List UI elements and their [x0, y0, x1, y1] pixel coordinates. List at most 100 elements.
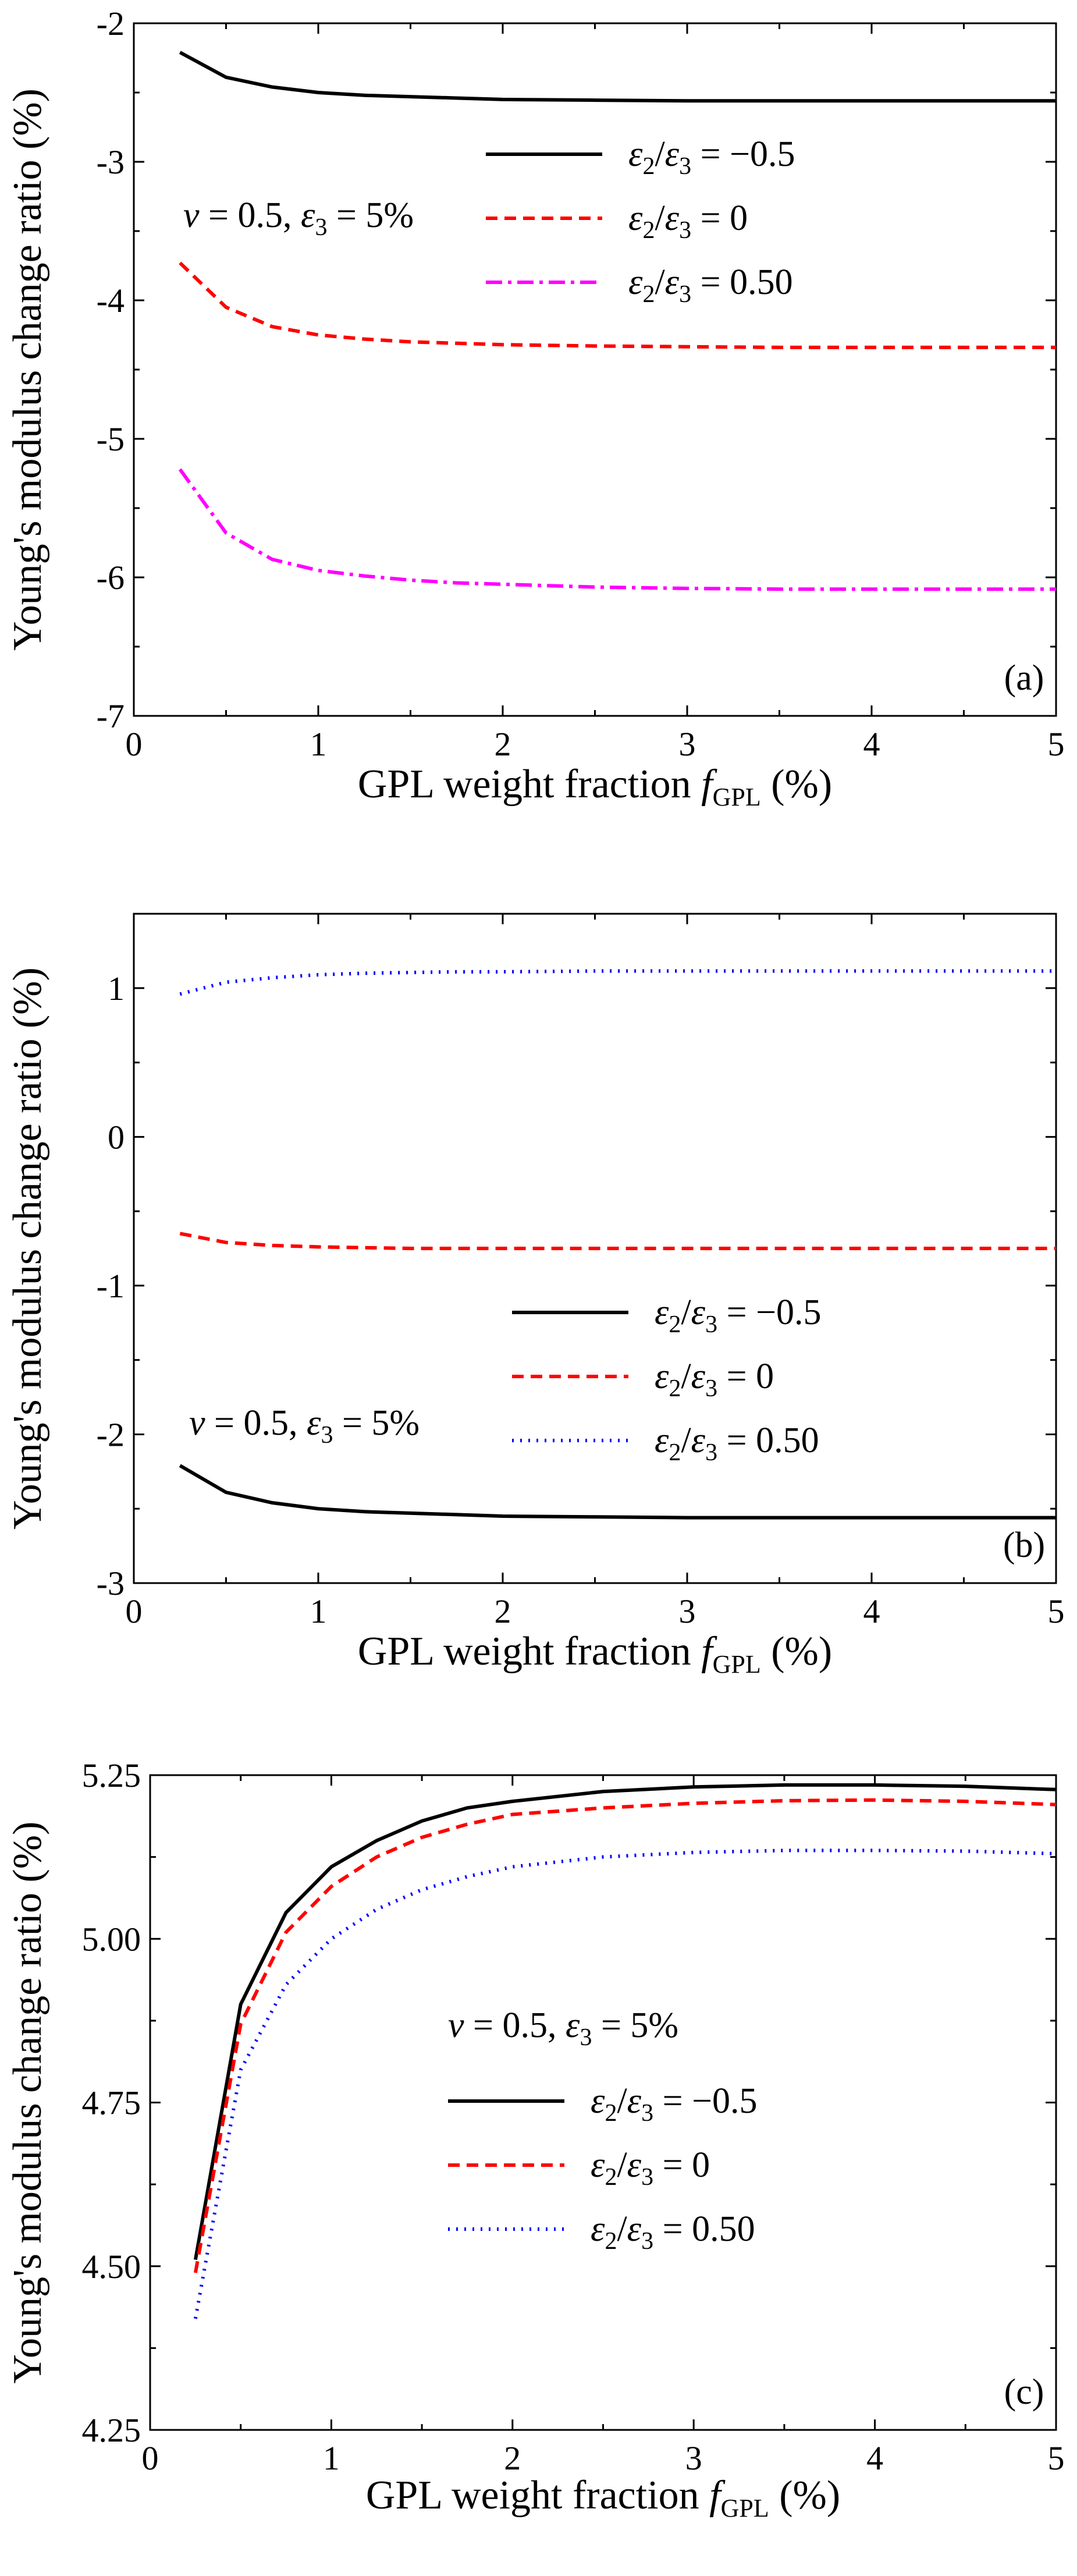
annotation-eps-value: = 5%	[327, 196, 414, 235]
parameter-annotation: ν = 0.5, ε3 = 5%	[183, 196, 414, 241]
x-tick-label: 5	[1048, 725, 1065, 763]
annotation-nu: ν	[189, 1403, 205, 1443]
parameter-annotation: ν = 0.5, ε3 = 5%	[189, 1403, 420, 1449]
y-tick-label: 5.25	[82, 1757, 141, 1794]
y-tick-label: -1	[97, 1267, 125, 1305]
y-tick-label: 5.00	[82, 1920, 141, 1958]
x-tick-label: 2	[495, 725, 511, 763]
legend-eps-den-sub: 3	[705, 1375, 717, 1402]
annotation-eps-sub: 3	[321, 1422, 333, 1449]
legend-label-1: ε2/ε3 = −0.5	[591, 2081, 758, 2127]
annotation-nu-value: = 0.5,	[464, 2006, 566, 2045]
legend-eps-num: ε	[655, 1293, 669, 1332]
x-axis-label-tail: (%)	[769, 2473, 840, 2518]
x-axis-label-main: GPL weight fraction	[358, 762, 701, 807]
legend-eps-num: ε	[591, 2081, 605, 2121]
series-line-2	[179, 1232, 1056, 1250]
legend-eps-den: ε	[627, 2081, 642, 2121]
legend-eps-den-sub: 3	[641, 2100, 653, 2127]
annotation-nu-value: = 0.5,	[200, 196, 301, 235]
x-axis-label: GPL weight fraction fGPL (%)	[358, 762, 832, 811]
annotation-eps-value: = 5%	[592, 2006, 678, 2045]
legend-value: = 0.50	[717, 1421, 819, 1460]
legend-eps-num-sub: 2	[642, 153, 655, 180]
series-line-2	[179, 261, 1056, 349]
x-axis-label-sub: GPL	[721, 2494, 769, 2522]
legend-label-2: ε2/ε3 = 0	[628, 198, 748, 244]
legend-label-1: ε2/ε3 = −0.5	[655, 1293, 822, 1338]
legend-eps-num-sub: 2	[669, 1375, 681, 1402]
legend: ε2/ε3 = −0.5ε2/ε3 = 0ε2/ε3 = 0.50	[486, 134, 795, 308]
legend-label-2: ε2/ε3 = 0	[655, 1357, 774, 1402]
legend-label-2: ε2/ε3 = 0	[591, 2145, 710, 2191]
legend-eps-num: ε	[591, 2145, 605, 2185]
parameter-annotation: ν = 0.5, ε3 = 5%	[448, 2006, 678, 2051]
legend-eps-num-sub: 2	[605, 2100, 617, 2127]
legend-eps-den-sub: 3	[679, 281, 691, 308]
x-tick-label: 0	[126, 1592, 143, 1630]
legend-value: = 0	[717, 1357, 774, 1396]
y-tick-label: 4.75	[82, 2084, 141, 2122]
legend-value: = −0.5	[653, 2081, 757, 2121]
y-tick-label: -6	[97, 559, 125, 597]
x-tick-label: 1	[310, 725, 327, 763]
x-tick-label: 2	[495, 1592, 511, 1630]
legend-slash: /	[655, 134, 665, 174]
x-tick-label: 2	[504, 2439, 521, 2477]
x-axis-label-main: GPL weight fraction	[358, 1629, 701, 1674]
series-line-3	[179, 969, 1056, 996]
legend-eps-num-sub: 2	[669, 1439, 681, 1466]
y-tick-label: 4.25	[82, 2411, 141, 2449]
x-tick-label: 4	[866, 2439, 883, 2477]
y-tick-label: 4.50	[82, 2248, 141, 2286]
legend-eps-num: ε	[655, 1421, 669, 1460]
x-tick-label: 5	[1048, 1592, 1065, 1630]
legend-eps-num: ε	[628, 262, 643, 302]
series-line-3	[193, 1848, 1057, 2319]
y-tick-label: 0	[108, 1118, 125, 1156]
legend-value: = −0.5	[691, 134, 795, 174]
legend-eps-den: ε	[691, 1293, 706, 1332]
x-axis-label-tail: (%)	[761, 1629, 832, 1674]
x-tick-label: 5	[1048, 2439, 1065, 2477]
legend-label-3: ε2/ε3 = 0.50	[655, 1421, 819, 1466]
x-axis-label-sub: GPL	[713, 783, 761, 811]
legend-label-3: ε2/ε3 = 0.50	[628, 262, 793, 308]
legend-slash: /	[681, 1293, 691, 1332]
y-tick-label: -3	[97, 143, 125, 181]
y-axis-label: Young's modulus change ratio (%)	[5, 88, 50, 651]
legend-eps-num-sub: 2	[642, 281, 655, 308]
x-tick-label: 0	[126, 725, 143, 763]
legend-slash: /	[681, 1357, 691, 1396]
legend-eps-den: ε	[627, 2145, 642, 2185]
x-axis-label-tail: (%)	[761, 762, 832, 807]
annotation-eps-sub: 3	[315, 214, 327, 241]
legend-slash: /	[681, 1421, 691, 1460]
legend-value: = 0.50	[653, 2209, 755, 2249]
legend: ε2/ε3 = −0.5ε2/ε3 = 0ε2/ε3 = 0.50	[512, 1293, 822, 1466]
panel-label: (c)	[1004, 2372, 1044, 2412]
annotation-nu-value: = 0.5,	[205, 1403, 307, 1443]
legend-value: = 0	[691, 198, 748, 238]
y-tick-label: -5	[97, 420, 125, 458]
x-tick-label: 3	[679, 1592, 696, 1630]
panel-label: (a)	[1004, 658, 1044, 698]
x-tick-label: 1	[323, 2439, 340, 2477]
annotation-eps: ε	[307, 1403, 321, 1443]
legend-eps-den: ε	[665, 262, 680, 302]
x-tick-label: 3	[685, 2439, 702, 2477]
x-axis-label: GPL weight fraction fGPL (%)	[366, 2473, 840, 2522]
y-tick-label: 1	[108, 970, 125, 1007]
legend-eps-num: ε	[591, 2209, 605, 2249]
series-line-1	[179, 51, 1056, 103]
legend-eps-den-sub: 3	[705, 1311, 717, 1338]
legend-eps-den-sub: 3	[705, 1439, 717, 1466]
legend-eps-num-sub: 2	[605, 2164, 617, 2191]
plot-frame	[133, 22, 1057, 717]
legend: ε2/ε3 = −0.5ε2/ε3 = 0ε2/ε3 = 0.50	[448, 2081, 758, 2255]
x-tick-label: 0	[142, 2439, 159, 2477]
legend-eps-num-sub: 2	[669, 1311, 681, 1338]
